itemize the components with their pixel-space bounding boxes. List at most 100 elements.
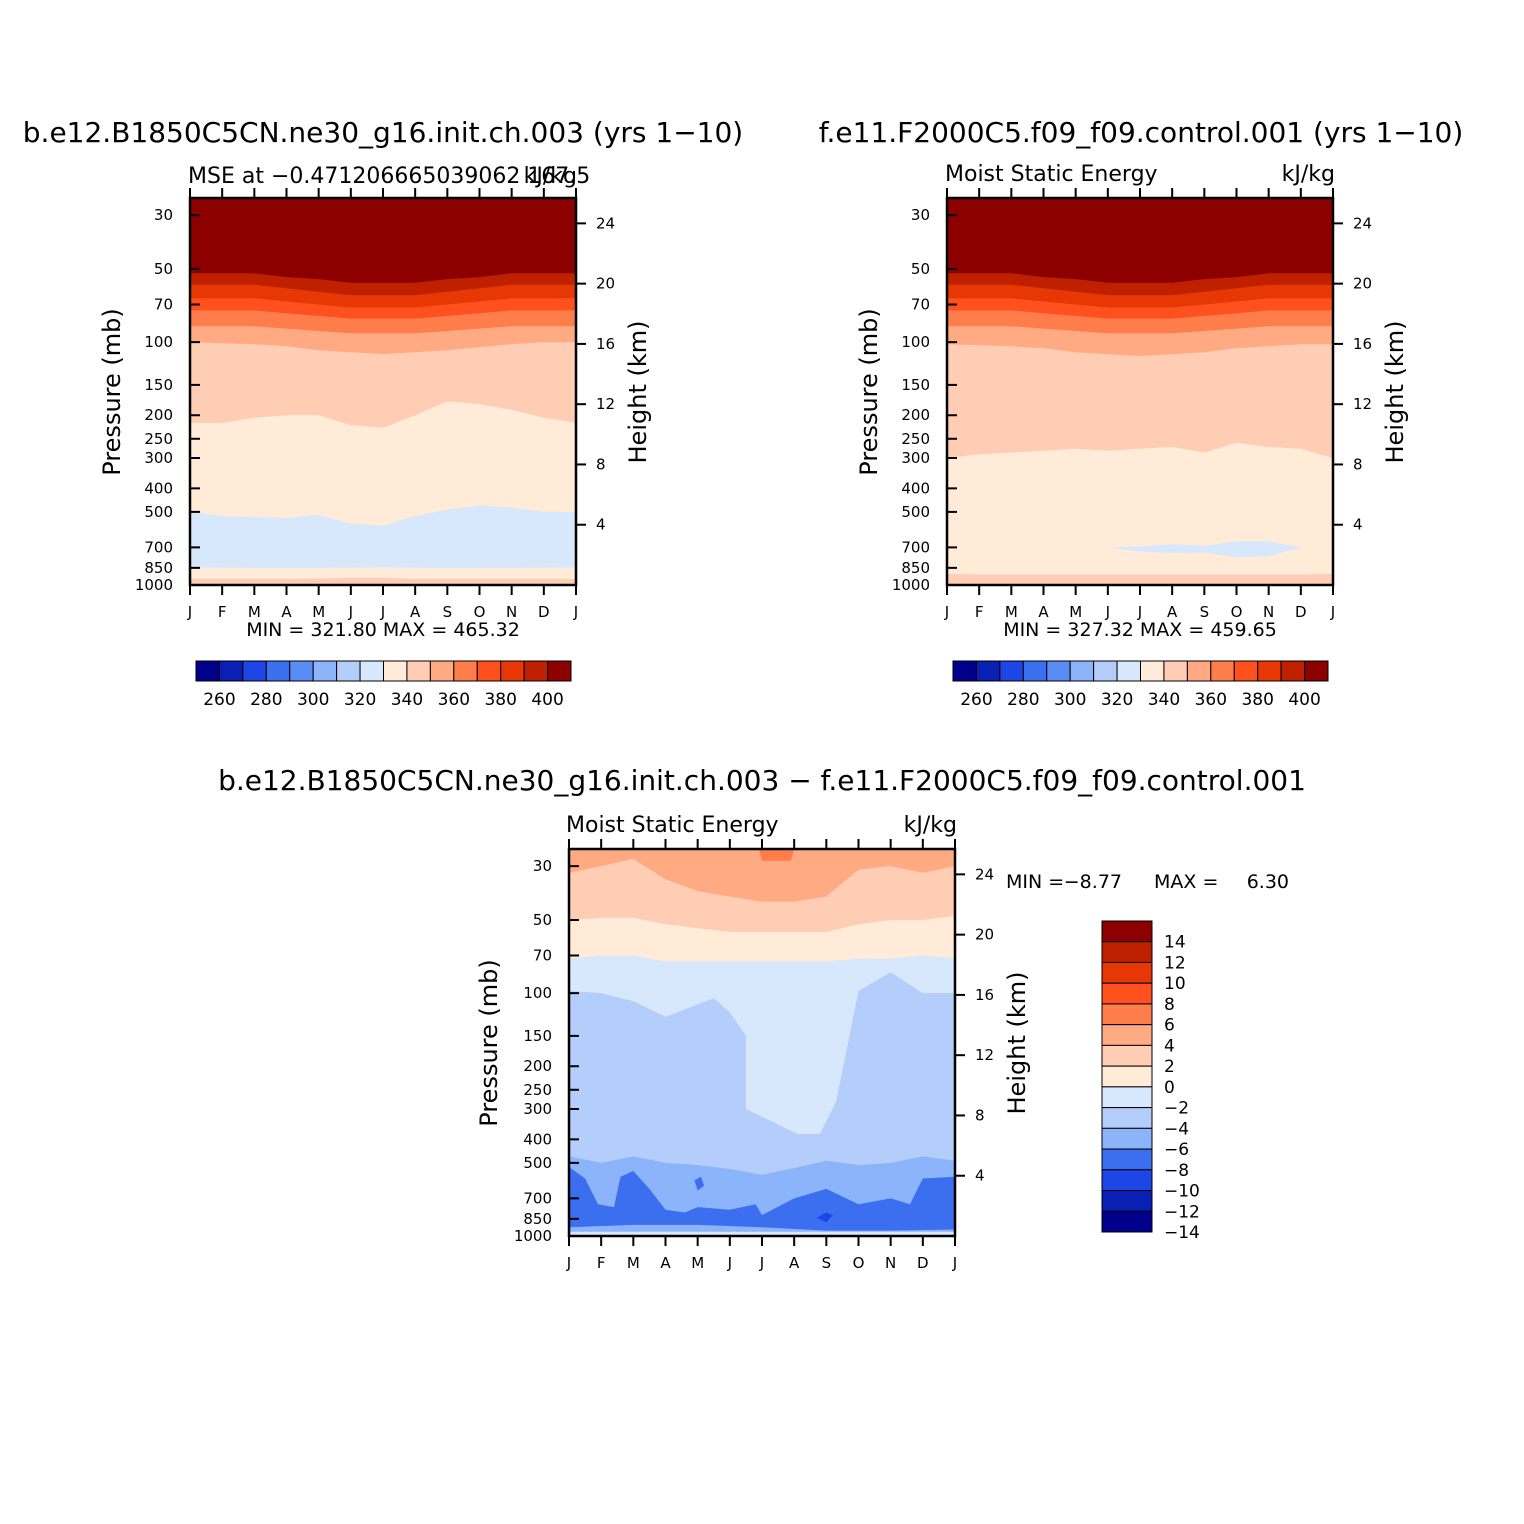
panel-3-colorbar-swatch: [1101, 920, 1153, 943]
panel-3-colorbar-swatch: [1101, 1044, 1153, 1067]
panel-1-pressure-tick-label: 700: [144, 538, 173, 556]
panel-1-colorbar-swatch: [312, 660, 338, 682]
panel-3-colorbar-swatch: [1101, 1086, 1153, 1109]
panel-3-min-label: MIN =: [1006, 871, 1064, 893]
panel-1-pressure-tick-label: 150: [144, 376, 173, 394]
panel-2-colorbar-swatch: [999, 660, 1024, 682]
panel-3-pressure-tick-label: 250: [523, 1081, 552, 1099]
panel-1-colorbar-swatch: [218, 660, 244, 682]
panel-2-title: f.e11.F2000C5.f09_f09.control.001 (yrs 1…: [819, 116, 1464, 149]
panel-2-pressure-tick-label: 300: [901, 449, 930, 467]
panel-1-pressure-tick-label: 300: [144, 449, 173, 467]
panel-1-pressure-tick-label: 1000: [135, 576, 173, 594]
panel-1-colorbar-swatch: [453, 660, 478, 682]
panel-1-colorbar-swatch: [429, 660, 455, 682]
panel-3-pressure-tick-label: 30: [533, 857, 552, 875]
panel-1-title: b.e12.B1850C5CN.ne30_g16.init.ch.003 (yr…: [23, 116, 743, 149]
panel-3-height-tick-label: 16: [975, 986, 994, 1004]
panel-2-pressure-tick-label: 200: [901, 406, 930, 424]
panel-2-month-label: J: [1330, 603, 1335, 621]
panel-1-colorbar-label: 360: [438, 690, 470, 710]
panel-2-pressure-tick-label: 1000: [892, 576, 930, 594]
panel-1-colorbar-swatch: [500, 660, 525, 682]
panel-3-colorbar-swatch: [1101, 1065, 1153, 1088]
panel-3-colorbar-label: 2: [1164, 1057, 1175, 1077]
panel-1-colorbar-label: 340: [391, 690, 423, 710]
panel-3-colorbar-label: 4: [1164, 1036, 1175, 1056]
panel-3: b.e12.B1850C5CN.ne30_g16.init.ch.003 − f…: [218, 764, 1306, 1272]
panel-2-month-label: O: [1231, 603, 1243, 621]
panel-1-ylabel-right: Height (km): [624, 321, 652, 464]
panel-3-pressure-tick-label: 700: [523, 1189, 552, 1207]
panel-1-month-label: J: [573, 603, 578, 621]
panel-1-pressure-tick-label: 50: [154, 260, 173, 278]
panel-3-band-8-6-island: [694, 1176, 705, 1191]
panel-1-band-surface: [190, 577, 576, 585]
panel-2: f.e11.F2000C5.f09_f09.control.001 (yrs 1…: [819, 116, 1464, 710]
panel-1-colorbar-swatch: [383, 660, 408, 682]
panel-1-month-label: F: [218, 603, 227, 621]
panel-1-height-tick-label: 12: [596, 395, 615, 413]
panel-2-colorbar-swatch: [1233, 660, 1259, 682]
panel-2-colorbar-label: 260: [960, 690, 992, 710]
panel-1-colorbar-label: 260: [203, 690, 235, 710]
panel-2-subtitle-left: Moist Static Energy: [945, 162, 1158, 187]
panel-2-pressure-tick-label: 150: [901, 376, 930, 394]
panel-1-colorbar: 260 280 300 320 340 360 380 400: [195, 660, 572, 710]
panel-2-colorbar-swatch: [1304, 660, 1329, 682]
panel-3-colorbar-label: −4: [1164, 1119, 1189, 1139]
panel-1-colorbar-label: 280: [250, 690, 282, 710]
panel-2-colorbar-label: 340: [1148, 690, 1180, 710]
panel-2-month-label: A: [1167, 603, 1178, 621]
panel-3-colorbar-swatch: [1101, 1024, 1153, 1046]
panel-2-month-label: F: [975, 603, 984, 621]
panel-3-month-label: J: [727, 1254, 732, 1272]
panel-1-month-label: J: [187, 603, 192, 621]
panel-1-month-label: J: [380, 603, 385, 621]
panel-3-subtitle-right: kJ/kg: [904, 813, 957, 838]
panel-3-max-label: MAX =: [1154, 871, 1218, 893]
panel-3-height-tick-label: 24: [975, 865, 994, 883]
panel-3-pressure-tick-label: 850: [523, 1210, 552, 1228]
panel-1-band-320-330: [190, 505, 576, 569]
panel-2-colorbar-swatch: [1140, 660, 1165, 682]
panel-3-colorbar-swatch: [1101, 1127, 1153, 1150]
panel-2-month-label: D: [1295, 603, 1307, 621]
panel-3-month-label: D: [917, 1254, 929, 1272]
panel-1-colorbar-swatch: [242, 660, 267, 682]
panel-3-pressure-tick-label: 150: [523, 1027, 552, 1045]
panel-2-height-tick-label: 16: [1353, 335, 1372, 353]
panel-2-pressure-tick-label: 70: [911, 296, 930, 314]
panel-2-pressure-tick-label: 30: [911, 206, 930, 224]
panel-3-colorbar-label: −12: [1164, 1202, 1200, 1222]
panel-3-colorbar-swatch: [1101, 1210, 1153, 1233]
panel-2-height-tick-label: 20: [1353, 275, 1372, 293]
panel-3-pressure-tick-label: 400: [523, 1130, 552, 1148]
panel-2-colorbar-label: 360: [1195, 690, 1227, 710]
panel-1-band-400-plus: [190, 198, 576, 283]
panel-3-month-label: M: [627, 1254, 640, 1272]
panel-2-ylabel-right: Height (km): [1381, 321, 1409, 464]
panel-3-month-label: A: [660, 1254, 671, 1272]
panel-2-colorbar-label: 400: [1288, 690, 1320, 710]
panel-1-colorbar-swatch: [265, 660, 291, 682]
panel-2-height-tick-label: 8: [1353, 455, 1363, 473]
panel-3-colorbar-label: 12: [1164, 953, 1186, 973]
panel-1-height-tick-label: 16: [596, 335, 615, 353]
panel-3-pressure-tick-label: 100: [523, 984, 552, 1002]
panel-3-band-10-8: [816, 1212, 833, 1223]
panel-1-height-tick-label: 8: [596, 455, 606, 473]
panel-2-month-label: J: [944, 603, 949, 621]
panel-3-month-label: A: [789, 1254, 800, 1272]
panel-1-subtitle-right: kJ/kg: [524, 164, 577, 189]
panel-2-colorbar-swatch: [1046, 660, 1071, 682]
panel-2-pressure-tick-label: 500: [901, 503, 930, 521]
panel-3-subtitle-left: Moist Static Energy: [566, 813, 779, 838]
panel-2-month-label: M: [1069, 603, 1082, 621]
panel-2-height-tick-label: 12: [1353, 395, 1372, 413]
panel-3-month-label: M: [691, 1254, 704, 1272]
panel-3-height-tick-label: 12: [975, 1046, 994, 1064]
panel-3-colorbar-swatch: [1101, 1169, 1153, 1192]
panel-1-colorbar-label: 320: [344, 690, 376, 710]
